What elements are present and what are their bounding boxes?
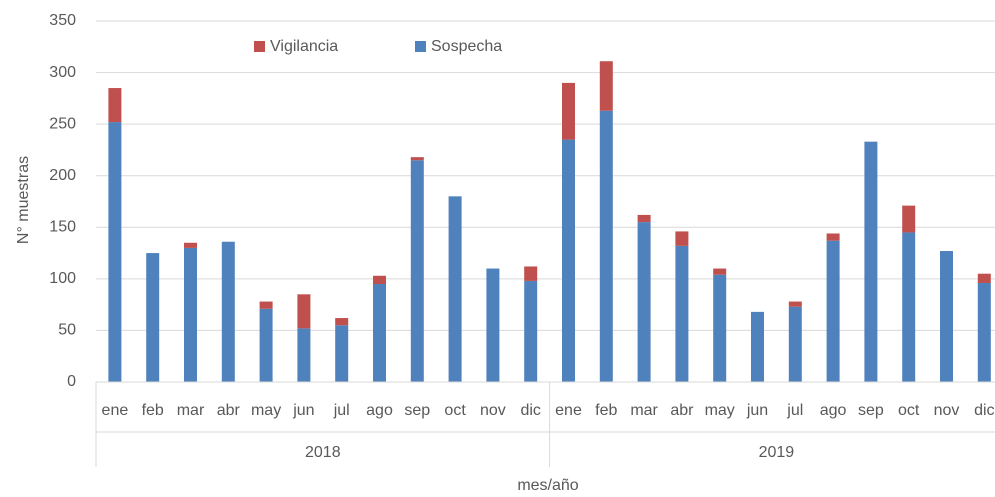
y-tick-label: 300	[49, 64, 76, 81]
y-tick-label: 250	[49, 115, 76, 132]
bar-segment	[864, 141, 878, 382]
y-tick-label: 100	[49, 270, 76, 287]
bar-segment	[713, 274, 727, 382]
x-tick-label: ene	[102, 402, 129, 419]
x-tick-label: feb	[595, 402, 617, 419]
x-tick-label: mar	[630, 402, 658, 419]
y-tick-label: 0	[67, 373, 76, 390]
bar-segment	[524, 280, 538, 382]
bar-segment	[146, 253, 160, 382]
bar-segment	[259, 308, 273, 382]
bar-segment	[902, 232, 916, 382]
bar-segment	[675, 231, 689, 246]
x-tick-label: dic	[520, 402, 540, 419]
y-tick-label: 200	[49, 167, 76, 184]
bar-segment	[788, 301, 802, 307]
group-label: 2019	[759, 444, 795, 461]
bar-segment	[486, 268, 500, 382]
bar-segment	[221, 241, 235, 382]
bar-segment	[977, 273, 991, 283]
x-tick-label: jun	[746, 402, 768, 419]
bar-segment	[335, 318, 349, 326]
x-tick-label: sep	[404, 402, 430, 419]
x-tick-label: abr	[217, 402, 241, 419]
bar-segment	[259, 301, 273, 309]
legend-swatch	[254, 41, 265, 52]
x-tick-label: oct	[898, 402, 920, 419]
bar-segment	[637, 214, 651, 223]
bar-segment	[108, 122, 122, 382]
bar-segment	[335, 325, 349, 382]
x-tick-label: ene	[555, 402, 582, 419]
bar-segment	[184, 247, 197, 382]
legend-label: Vigilancia	[270, 38, 338, 55]
y-axis-title: N° muestras	[15, 156, 32, 244]
bar-segment	[788, 306, 802, 382]
bar-segment	[562, 82, 575, 140]
bar-segment	[373, 284, 386, 382]
x-tick-label: jul	[333, 402, 350, 419]
bar-segment	[977, 282, 991, 382]
bar-segment	[826, 233, 840, 241]
x-tick-label: ago	[820, 402, 847, 419]
bar-segment	[297, 328, 311, 382]
bar-segment	[826, 240, 840, 382]
x-tick-label: ago	[366, 402, 393, 419]
bar-segment	[524, 266, 538, 281]
x-tick-label: nov	[934, 402, 960, 419]
bar-segment	[902, 205, 916, 233]
bar-segment	[108, 88, 122, 123]
x-tick-label: may	[705, 402, 735, 419]
bar-segment	[751, 311, 764, 382]
x-tick-label: nov	[480, 402, 506, 419]
y-tick-label: 350	[49, 12, 76, 29]
x-axis-title: mes/año	[517, 477, 578, 494]
x-tick-label: abr	[670, 402, 694, 419]
y-tick-label: 50	[58, 322, 76, 339]
bar-segment	[373, 275, 386, 285]
bar-segment	[675, 245, 689, 382]
bar-segment	[297, 294, 311, 329]
bar-segment	[184, 242, 197, 248]
bar-segment	[940, 251, 953, 382]
group-label: 2018	[305, 444, 341, 461]
bar-segment	[410, 160, 424, 382]
x-tick-label: dic	[974, 402, 994, 419]
legend-label: Sospecha	[431, 38, 502, 55]
legend-swatch	[415, 41, 426, 52]
x-tick-label: jul	[786, 402, 803, 419]
x-tick-label: jun	[292, 402, 314, 419]
x-tick-label: may	[251, 402, 281, 419]
x-tick-label: sep	[858, 402, 884, 419]
x-tick-label: oct	[444, 402, 466, 419]
bar-segment	[410, 157, 424, 161]
y-tick-label: 150	[49, 219, 76, 236]
x-tick-label: feb	[142, 402, 164, 419]
bar-segment	[448, 196, 462, 382]
bar-segment	[599, 61, 613, 111]
bar-segment	[637, 222, 651, 382]
bar-segment	[599, 110, 613, 382]
x-tick-label: mar	[177, 402, 205, 419]
bar-segment	[713, 268, 727, 275]
bar-segment	[562, 139, 575, 382]
